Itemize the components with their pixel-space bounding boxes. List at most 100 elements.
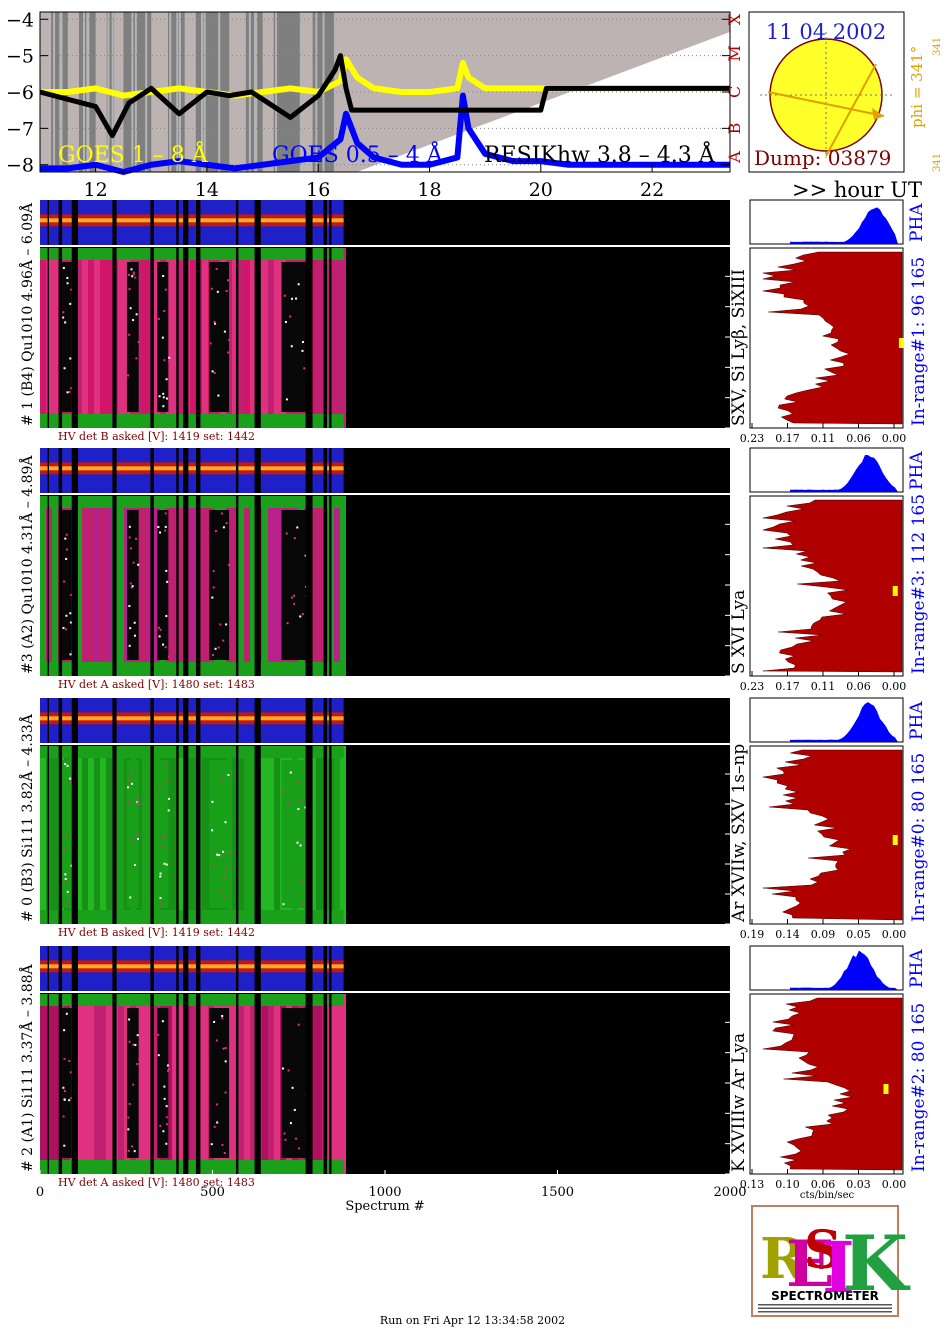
speckle (132, 273, 135, 276)
speckle (301, 902, 304, 905)
dark-stripe (209, 1008, 230, 1158)
speckle (163, 359, 166, 362)
speckle (297, 808, 300, 811)
speckle (218, 854, 221, 857)
data-gap (71, 698, 78, 924)
in-range-label: In-range#2: 80 165 (909, 1003, 929, 1172)
spectrogram-column (244, 248, 250, 428)
pha-label: PHA (907, 203, 927, 242)
speckle (69, 621, 72, 624)
legend-goes-short: GOES 0.5 – 4 Å (272, 143, 443, 168)
phi-small-bottom: 341 (932, 152, 943, 172)
speckle (62, 1086, 65, 1089)
goes-lightcurve-panel: −8 −7 −6 −5 −4 12 14 16 18 20 22 A B C M X (6, 9, 744, 201)
speckle (127, 374, 130, 377)
speckle (62, 311, 65, 314)
spectrogram-column (100, 496, 106, 676)
speckle (134, 634, 137, 637)
speckle (161, 845, 164, 848)
speckle (290, 345, 293, 348)
x-tick-label: 20 (529, 179, 553, 201)
speckle (130, 586, 133, 589)
logo-caption: SPECTROMETER (771, 1289, 879, 1303)
pha-axis-label: 0.05 (846, 928, 871, 941)
speckle (65, 1012, 68, 1015)
speckle (220, 512, 223, 515)
spectrogram-column (100, 994, 106, 1174)
spectrogram-column (244, 994, 250, 1174)
dark-stripe (62, 1008, 72, 1158)
speckle (158, 395, 161, 398)
pha-distribution (790, 207, 898, 244)
spectrogram-column (316, 496, 322, 676)
pha-distribution (790, 455, 898, 492)
speckle (66, 282, 69, 285)
edge-band-top (40, 746, 344, 758)
speckle (132, 319, 135, 322)
logo-fineprint (758, 1304, 892, 1306)
speckle (215, 1103, 218, 1106)
speckle (225, 623, 228, 626)
speckle (295, 297, 298, 300)
dark-stripe (157, 1008, 169, 1158)
speckle (300, 879, 303, 882)
speckle (168, 356, 171, 359)
speckle (69, 593, 72, 596)
spectrogram-column (310, 496, 316, 676)
spectrogram-column (154, 248, 160, 428)
speckle (69, 357, 72, 360)
speckle (164, 646, 167, 649)
speckle (63, 1090, 66, 1093)
spectrogram-column (88, 994, 94, 1174)
speckle (132, 1043, 135, 1046)
speckle (227, 351, 230, 354)
speckle (131, 275, 134, 278)
dark-stripe (281, 262, 310, 412)
speckle (210, 1143, 213, 1146)
x-tick-label: 18 (417, 179, 441, 201)
spectrogram-column (94, 994, 100, 1174)
speckle (296, 526, 299, 529)
speckle (157, 317, 160, 320)
speckle (223, 1152, 226, 1155)
speckle (66, 764, 69, 767)
speckle (162, 1130, 165, 1133)
speckle (217, 394, 220, 397)
speckle (70, 387, 73, 390)
speckle (165, 1142, 168, 1145)
pha-axis-label: 0.00 (882, 432, 907, 445)
dark-stripe (209, 262, 230, 412)
spectrogram-column (166, 994, 172, 1174)
speckle (63, 580, 66, 583)
speckle (222, 639, 225, 642)
speckle (135, 313, 138, 316)
pha-axis-label: 0.23 (740, 432, 765, 445)
speckle (128, 604, 131, 607)
dark-stripe (62, 510, 72, 660)
speckle (291, 1086, 294, 1089)
spectrogram-column (334, 746, 340, 924)
spectrogram-column (100, 248, 106, 428)
spectrogram-column (172, 746, 178, 924)
speckle (215, 268, 218, 271)
panel-label: # 0 (B3) Si111 3.82Å – 4.33Å (18, 713, 36, 922)
speckle (128, 333, 131, 336)
data-gap (183, 946, 189, 1174)
speckle (285, 532, 288, 535)
spectrogram-column (136, 994, 142, 1174)
speckle (222, 1047, 225, 1050)
speckle (64, 763, 67, 766)
spectrogram-column (82, 496, 88, 676)
speckle (215, 1039, 218, 1042)
flare-class-C: C (725, 86, 744, 98)
speckle (159, 1124, 162, 1127)
dark-stripe (281, 760, 310, 908)
lightcurve-core (40, 466, 344, 471)
speckle (159, 896, 162, 899)
speckle (68, 390, 71, 393)
dark-stripe (209, 760, 230, 908)
speckle (224, 821, 227, 824)
speckle (166, 1064, 169, 1067)
spectrogram-column (202, 746, 208, 924)
